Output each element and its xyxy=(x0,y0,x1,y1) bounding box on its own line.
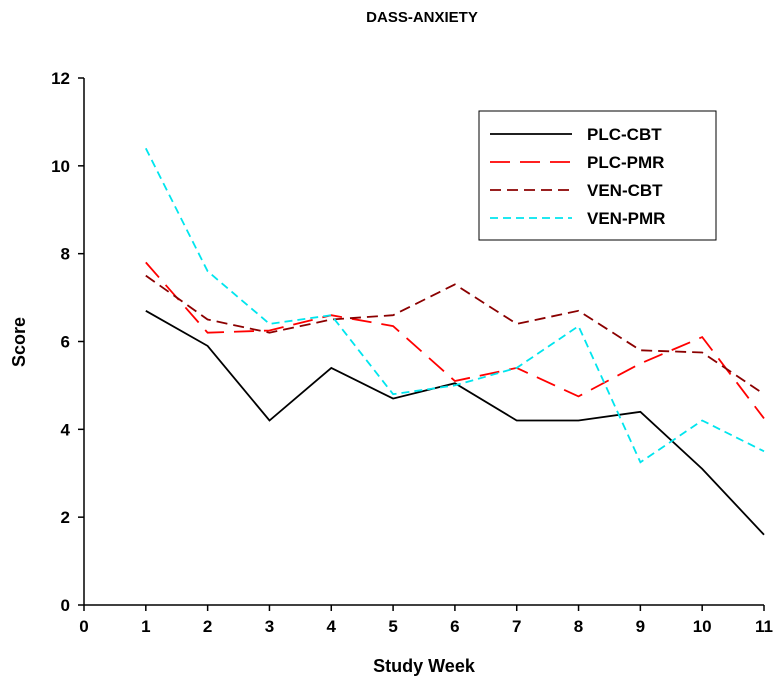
y-ticks: 0 2 4 6 8 10 12 xyxy=(51,69,84,615)
legend-label-plc-cbt: PLC-CBT xyxy=(587,125,662,144)
y-tick-label: 6 xyxy=(61,333,70,352)
x-ticks: 0 1 2 3 4 5 6 7 8 9 10 11 xyxy=(79,605,773,636)
y-tick-label: 4 xyxy=(61,420,71,439)
chart-title: DASS-ANXIETY xyxy=(366,9,478,26)
x-tick-label: 8 xyxy=(574,617,583,636)
legend-label-ven-cbt: VEN-CBT xyxy=(587,181,663,200)
legend-label-plc-pmr: PLC-PMR xyxy=(587,153,664,172)
legend: PLC-CBT PLC-PMR VEN-CBT VEN-PMR xyxy=(478,110,717,241)
y-tick-label: 2 xyxy=(61,508,70,527)
series-line-ven-cbt xyxy=(145,274,765,395)
x-tick-label: 9 xyxy=(636,617,645,636)
legend-label-ven-pmr: VEN-PMR xyxy=(587,209,665,228)
y-tick-label: 8 xyxy=(61,245,70,264)
x-tick-label: 10 xyxy=(693,617,712,636)
series-line-plc-cbt xyxy=(145,310,765,536)
series-lines xyxy=(144,147,765,536)
y-tick-label: 12 xyxy=(51,69,70,88)
y-tick-label: 10 xyxy=(51,157,70,176)
x-tick-label: 6 xyxy=(450,617,459,636)
x-axis-label: Study Week xyxy=(373,656,476,676)
y-tick-label: 0 xyxy=(61,596,70,615)
x-tick-label: 0 xyxy=(79,617,88,636)
x-tick-label: 11 xyxy=(755,617,773,636)
y-axis-label: Score xyxy=(9,317,29,367)
x-tick-label: 2 xyxy=(203,617,212,636)
x-tick-label: 4 xyxy=(327,617,337,636)
x-tick-label: 7 xyxy=(512,617,521,636)
series-line-plc-pmr xyxy=(145,261,765,419)
x-tick-label: 5 xyxy=(388,617,397,636)
x-tick-label: 1 xyxy=(141,617,150,636)
series-line-ven-pmr xyxy=(144,147,765,464)
x-tick-label: 3 xyxy=(265,617,274,636)
